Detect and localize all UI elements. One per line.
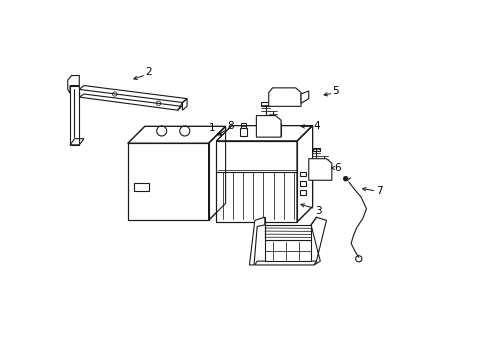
Bar [300, 181, 306, 186]
Polygon shape [311, 162, 322, 170]
Bar [239, 128, 246, 136]
Bar [240, 122, 245, 128]
Polygon shape [249, 217, 264, 265]
Polygon shape [264, 225, 310, 240]
Polygon shape [268, 88, 301, 106]
Polygon shape [127, 126, 225, 143]
Bar [312, 148, 320, 151]
Text: 6: 6 [334, 163, 341, 173]
Bar [300, 190, 306, 195]
Polygon shape [256, 116, 281, 137]
Text: 7: 7 [375, 186, 382, 196]
Text: 4: 4 [312, 121, 319, 131]
Text: 3: 3 [314, 206, 321, 216]
Polygon shape [308, 159, 331, 180]
Polygon shape [254, 261, 316, 265]
Bar [275, 122, 280, 128]
Polygon shape [310, 217, 326, 265]
Text: 5: 5 [332, 86, 338, 96]
Polygon shape [208, 126, 225, 220]
Bar [216, 141, 297, 222]
Text: 8: 8 [226, 121, 233, 131]
Bar [274, 128, 281, 136]
Polygon shape [301, 91, 308, 103]
Polygon shape [127, 143, 208, 220]
Polygon shape [264, 240, 310, 261]
Bar [261, 103, 270, 106]
Bar [127, 143, 208, 220]
Circle shape [343, 176, 347, 181]
Polygon shape [216, 126, 312, 141]
Polygon shape [297, 126, 312, 222]
Polygon shape [216, 141, 297, 222]
Bar [300, 172, 306, 176]
Text: 1: 1 [209, 123, 215, 133]
Text: 2: 2 [145, 67, 152, 77]
